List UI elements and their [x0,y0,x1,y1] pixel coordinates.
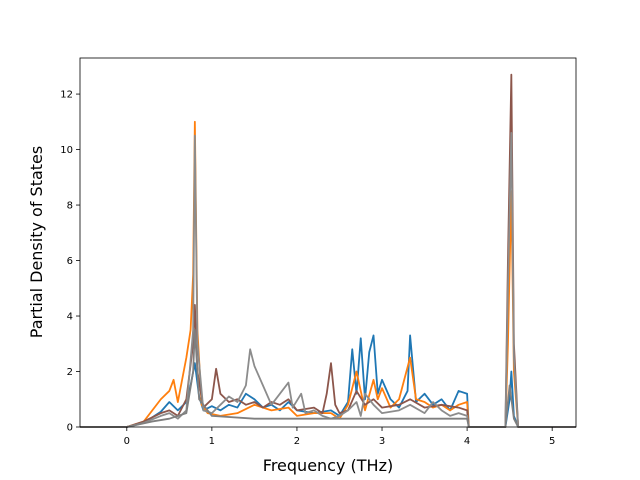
series-line-3 [80,132,576,428]
x-tick-label: 3 [379,436,385,447]
y-tick-label: 0 [67,423,73,434]
series-line-4 [80,328,576,428]
x-tick-label: 1 [209,436,215,447]
y-tick-label: 6 [67,256,73,267]
series-layer [80,73,576,428]
series-line-1 [80,120,576,428]
x-axis-label: Frequency (THz) [263,456,393,475]
y-tick-label: 2 [67,367,73,378]
x-axis-ticks: 0 1 2 3 4 5 [124,427,555,447]
x-tick-label: 2 [294,436,300,447]
plot-frame [79,57,577,428]
series-line-2 [80,73,576,428]
y-axis-label: Partial Density of States [27,146,46,338]
y-tick-label: 4 [67,312,73,323]
series-line-0 [80,334,576,428]
y-axis-ticks: 0 2 4 6 8 10 12 [60,90,80,434]
x-tick-label: 4 [464,436,470,447]
x-tick-label: 5 [549,436,555,447]
x-tick-label: 0 [124,436,130,447]
y-tick-label: 8 [67,201,73,212]
y-tick-label: 12 [60,90,73,101]
y-tick-label: 10 [60,145,73,156]
